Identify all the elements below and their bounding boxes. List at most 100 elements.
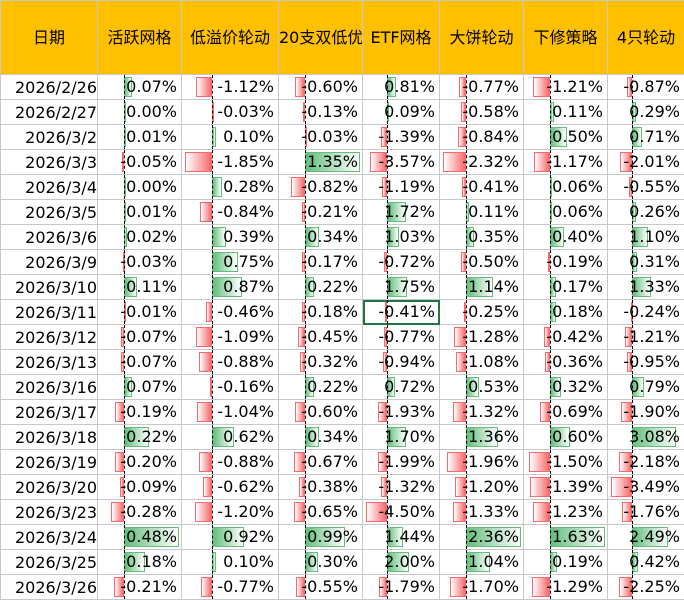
value-cell-dual_low_20[interactable]: 0.30% <box>279 550 363 575</box>
value-cell-four_rotation[interactable]: -0.87% <box>608 75 684 100</box>
value-cell-low_premium[interactable]: -0.84% <box>182 200 279 225</box>
value-cell-etf_grid[interactable]: -1.93% <box>363 400 440 425</box>
value-cell-etf_grid[interactable]: 2.00% <box>363 550 440 575</box>
value-cell-active_grid[interactable]: 0.48% <box>98 525 182 550</box>
date-cell[interactable]: 2026/3/12 <box>1 325 98 350</box>
value-cell-dual_low_20[interactable]: 0.99% <box>279 525 363 550</box>
header-low-premium[interactable]: 低溢价轮动 <box>182 1 279 75</box>
value-cell-dual_low_20[interactable]: -0.82% <box>279 175 363 200</box>
value-cell-four_rotation[interactable]: -0.55% <box>608 175 684 200</box>
header-dual-low-20[interactable]: 20支双低优化版轮动 <box>279 1 363 75</box>
value-cell-low_premium[interactable]: -1.20% <box>182 500 279 525</box>
value-cell-big_cake[interactable]: 0.11% <box>440 200 524 225</box>
value-cell-big_cake[interactable]: 1.04% <box>440 550 524 575</box>
value-cell-active_grid[interactable]: 0.02% <box>98 225 182 250</box>
date-cell[interactable]: 2026/3/25 <box>1 550 98 575</box>
value-cell-revise_down[interactable]: -0.19% <box>524 250 608 275</box>
value-cell-big_cake[interactable]: -0.77% <box>440 75 524 100</box>
value-cell-dual_low_20[interactable]: -0.03% <box>279 125 363 150</box>
value-cell-dual_low_20[interactable]: -0.38% <box>279 475 363 500</box>
value-cell-active_grid[interactable]: -0.20% <box>98 450 182 475</box>
value-cell-four_rotation[interactable]: -2.01% <box>608 150 684 175</box>
value-cell-etf_grid[interactable]: 1.03% <box>363 225 440 250</box>
value-cell-four_rotation[interactable]: -1.76% <box>608 500 684 525</box>
value-cell-low_premium[interactable]: -0.88% <box>182 450 279 475</box>
value-cell-revise_down[interactable]: -0.42% <box>524 325 608 350</box>
value-cell-big_cake[interactable]: 2.36% <box>440 525 524 550</box>
date-cell[interactable]: 2026/3/24 <box>1 525 98 550</box>
value-cell-big_cake[interactable]: -1.32% <box>440 400 524 425</box>
value-cell-active_grid[interactable]: -0.07% <box>98 325 182 350</box>
value-cell-etf_grid[interactable]: -0.77% <box>363 325 440 350</box>
value-cell-active_grid[interactable]: 0.18% <box>98 550 182 575</box>
value-cell-low_premium[interactable]: 0.62% <box>182 425 279 450</box>
value-cell-low_premium[interactable]: 0.10% <box>182 125 279 150</box>
value-cell-four_rotation[interactable]: 0.79% <box>608 375 684 400</box>
value-cell-active_grid[interactable]: 0.07% <box>98 375 182 400</box>
value-cell-revise_down[interactable]: 0.40% <box>524 225 608 250</box>
value-cell-revise_down[interactable]: 0.06% <box>524 200 608 225</box>
value-cell-big_cake[interactable]: 1.14% <box>440 275 524 300</box>
value-cell-low_premium[interactable]: -0.88% <box>182 350 279 375</box>
value-cell-low_premium[interactable]: -0.03% <box>182 100 279 125</box>
value-cell-dual_low_20[interactable]: -0.32% <box>279 350 363 375</box>
value-cell-dual_low_20[interactable]: 0.22% <box>279 275 363 300</box>
value-cell-four_rotation[interactable]: 0.29% <box>608 100 684 125</box>
value-cell-dual_low_20[interactable]: -0.13% <box>279 100 363 125</box>
value-cell-revise_down[interactable]: -1.21% <box>524 75 608 100</box>
value-cell-etf_grid[interactable]: 1.72% <box>363 200 440 225</box>
value-cell-revise_down[interactable]: -1.23% <box>524 500 608 525</box>
value-cell-active_grid[interactable]: -0.19% <box>98 400 182 425</box>
value-cell-four_rotation[interactable]: 0.71% <box>608 125 684 150</box>
value-cell-low_premium[interactable]: 0.10% <box>182 550 279 575</box>
value-cell-revise_down[interactable]: 0.11% <box>524 100 608 125</box>
value-cell-etf_grid[interactable]: -1.32% <box>363 475 440 500</box>
value-cell-active_grid[interactable]: 0.01% <box>98 200 182 225</box>
value-cell-four_rotation[interactable]: -2.18% <box>608 450 684 475</box>
header-date[interactable]: 日期 <box>1 1 98 75</box>
value-cell-etf_grid[interactable]: -3.57% <box>363 150 440 175</box>
value-cell-big_cake[interactable]: -1.20% <box>440 475 524 500</box>
value-cell-big_cake[interactable]: 1.36% <box>440 425 524 450</box>
value-cell-revise_down[interactable]: -1.17% <box>524 150 608 175</box>
value-cell-dual_low_20[interactable]: -0.18% <box>279 300 363 325</box>
value-cell-active_grid[interactable]: 0.11% <box>98 275 182 300</box>
header-revise-down[interactable]: 下修策略 <box>524 1 608 75</box>
value-cell-active_grid[interactable]: -0.01% <box>98 300 182 325</box>
value-cell-active_grid[interactable]: -0.03% <box>98 250 182 275</box>
value-cell-revise_down[interactable]: -0.36% <box>524 350 608 375</box>
value-cell-revise_down[interactable]: 0.60% <box>524 425 608 450</box>
value-cell-revise_down[interactable]: 0.19% <box>524 550 608 575</box>
date-cell[interactable]: 2026/3/3 <box>1 150 98 175</box>
value-cell-big_cake[interactable]: -0.41% <box>440 175 524 200</box>
date-cell[interactable]: 2026/3/18 <box>1 425 98 450</box>
value-cell-four_rotation[interactable]: 2.49% <box>608 525 684 550</box>
value-cell-dual_low_20[interactable]: 0.34% <box>279 225 363 250</box>
value-cell-revise_down[interactable]: 0.32% <box>524 375 608 400</box>
value-cell-dual_low_20[interactable]: 0.34% <box>279 425 363 450</box>
date-cell[interactable]: 2026/3/19 <box>1 450 98 475</box>
value-cell-active_grid[interactable]: -0.28% <box>98 500 182 525</box>
value-cell-low_premium[interactable]: -0.16% <box>182 375 279 400</box>
value-cell-dual_low_20[interactable]: 1.35% <box>279 150 363 175</box>
value-cell-four_rotation[interactable]: -1.21% <box>608 325 684 350</box>
value-cell-four_rotation[interactable]: -3.49% <box>608 475 684 500</box>
date-cell[interactable]: 2026/3/9 <box>1 250 98 275</box>
date-cell[interactable]: 2026/3/4 <box>1 175 98 200</box>
value-cell-four_rotation[interactable]: 0.31% <box>608 250 684 275</box>
value-cell-active_grid[interactable]: -0.21% <box>98 575 182 600</box>
value-cell-revise_down[interactable]: -1.39% <box>524 475 608 500</box>
value-cell-four_rotation[interactable]: 1.10% <box>608 225 684 250</box>
value-cell-etf_grid[interactable]: 1.75% <box>363 275 440 300</box>
date-cell[interactable]: 2026/3/2 <box>1 125 98 150</box>
header-etf-grid[interactable]: ETF网格 <box>363 1 440 75</box>
selected-cell[interactable]: -0.41% <box>363 300 440 325</box>
value-cell-active_grid[interactable]: -0.09% <box>98 475 182 500</box>
value-cell-big_cake[interactable]: -1.33% <box>440 500 524 525</box>
value-cell-etf_grid[interactable]: 0.81% <box>363 75 440 100</box>
value-cell-four_rotation[interactable]: 3.08% <box>608 425 684 450</box>
value-cell-four_rotation[interactable]: 0.26% <box>608 200 684 225</box>
value-cell-active_grid[interactable]: -0.07% <box>98 350 182 375</box>
value-cell-low_premium[interactable]: 0.28% <box>182 175 279 200</box>
value-cell-low_premium[interactable]: -0.77% <box>182 575 279 600</box>
